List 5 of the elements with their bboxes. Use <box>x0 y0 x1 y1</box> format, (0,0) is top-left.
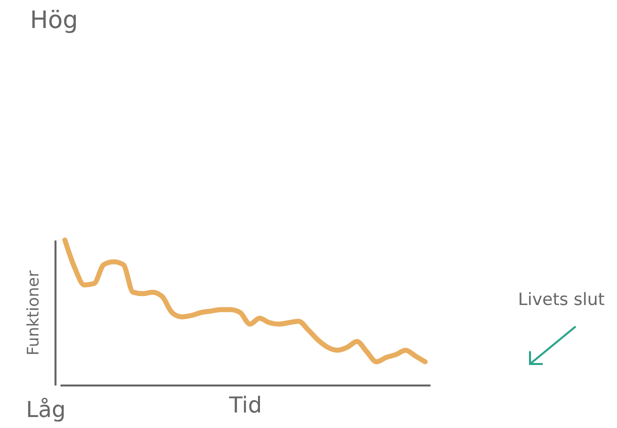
y-axis-title: Funktioner <box>24 270 42 356</box>
x-axis-title: Tid <box>228 394 262 418</box>
text: Hög <box>30 6 78 34</box>
text: Livets slut <box>518 290 605 310</box>
text: Låg <box>26 398 66 423</box>
